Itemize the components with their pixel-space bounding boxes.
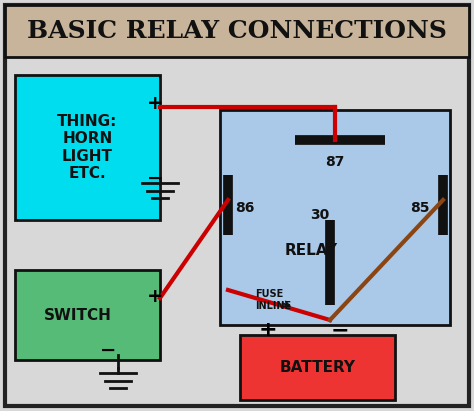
- Bar: [5, 5, 469, 57]
- Text: 30: 30: [310, 208, 329, 222]
- Text: BATTERY: BATTERY: [280, 360, 356, 375]
- Text: −: −: [100, 340, 116, 360]
- Text: FUSE
INLINE: FUSE INLINE: [255, 289, 291, 311]
- Text: RELAY: RELAY: [285, 242, 338, 258]
- Text: +: +: [147, 286, 163, 305]
- Text: +: +: [147, 93, 163, 113]
- Text: THING:
HORN
LIGHT
ETC.: THING: HORN LIGHT ETC.: [57, 114, 118, 181]
- Text: 87: 87: [325, 155, 345, 169]
- Text: +: +: [259, 320, 277, 340]
- Bar: [240, 335, 395, 400]
- Bar: [220, 110, 450, 325]
- Bar: [15, 75, 160, 220]
- Text: SWITCH: SWITCH: [44, 307, 111, 323]
- Text: −: −: [147, 169, 163, 187]
- Text: BASIC RELAY CONNECTIONS: BASIC RELAY CONNECTIONS: [27, 19, 447, 43]
- Text: 86: 86: [235, 201, 255, 215]
- Bar: [15, 270, 160, 360]
- Text: 85: 85: [410, 201, 430, 215]
- Text: −: −: [331, 320, 349, 340]
